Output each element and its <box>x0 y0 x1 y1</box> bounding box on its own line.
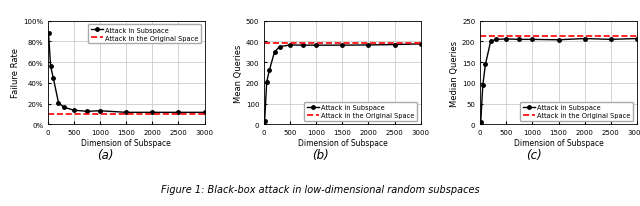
Attack in Subspace <box>312 45 320 47</box>
Line: Attack in Subspace: Attack in Subspace <box>263 43 422 123</box>
Legend: Attack in Subspace, Attack in the Original Space: Attack in Subspace, Attack in the Origin… <box>304 102 417 121</box>
Attack in Subspace <box>487 41 495 43</box>
X-axis label: Dimension of Subspace: Dimension of Subspace <box>298 138 387 147</box>
Line: Attack in Subspace: Attack in Subspace <box>479 38 639 124</box>
Attack in Subspace <box>201 112 209 114</box>
Attack in Subspace <box>300 45 307 47</box>
Attack in Subspace <box>365 44 372 47</box>
Attack in the Original Space <box>260 42 268 45</box>
Attack in Subspace <box>266 70 273 72</box>
Text: (c): (c) <box>527 148 542 161</box>
X-axis label: Dimension of Subspace: Dimension of Subspace <box>81 138 171 147</box>
Attack in Subspace <box>633 38 640 41</box>
Y-axis label: Median Queries: Median Queries <box>450 40 459 106</box>
Attack in Subspace <box>286 44 294 47</box>
Attack in Subspace <box>492 39 500 41</box>
Attack in Subspace <box>529 39 536 41</box>
Attack in Subspace <box>502 39 510 41</box>
Text: (b): (b) <box>312 148 328 161</box>
Attack in Subspace <box>45 33 52 35</box>
Attack in the Original Space <box>476 36 484 38</box>
Attack in Subspace <box>607 39 614 41</box>
Attack in the Original Space <box>260 42 268 45</box>
Attack in Subspace <box>47 66 54 68</box>
Attack in the Original Space <box>476 36 484 38</box>
Attack in Subspace <box>580 38 588 41</box>
Attack in Subspace <box>555 39 563 42</box>
Attack in Subspace <box>479 84 486 87</box>
Attack in the Original Space <box>44 113 52 116</box>
Attack in Subspace <box>97 110 104 112</box>
Attack in Subspace <box>83 110 91 113</box>
Legend: Attack in Subspace, Attack in the Original Space: Attack in Subspace, Attack in the Origin… <box>88 25 201 44</box>
Y-axis label: Mean Queries: Mean Queries <box>234 44 243 102</box>
Line: Attack in Subspace: Attack in Subspace <box>47 32 206 115</box>
Attack in Subspace <box>49 77 57 80</box>
X-axis label: Dimension of Subspace: Dimension of Subspace <box>514 138 604 147</box>
Attack in Subspace <box>481 64 489 66</box>
Attack in Subspace <box>515 39 523 41</box>
Attack in Subspace <box>148 112 156 114</box>
Attack in Subspace <box>391 44 399 47</box>
Attack in Subspace <box>276 46 284 49</box>
Attack in Subspace <box>54 102 62 104</box>
Attack in Subspace <box>260 120 268 123</box>
Attack in Subspace <box>477 121 484 124</box>
Attack in the Original Space <box>44 113 52 116</box>
Legend: Attack in Subspace, Attack in the Original Space: Attack in Subspace, Attack in the Origin… <box>520 102 634 121</box>
Attack in Subspace <box>339 45 346 47</box>
Attack in Subspace <box>271 51 278 54</box>
Attack in Subspace <box>122 112 130 114</box>
Attack in Subspace <box>263 81 271 84</box>
Attack in Subspace <box>175 112 182 114</box>
Y-axis label: Failure Rate: Failure Rate <box>12 48 20 98</box>
Text: (a): (a) <box>97 148 114 161</box>
Attack in Subspace <box>60 106 67 109</box>
Attack in Subspace <box>70 110 78 112</box>
Attack in Subspace <box>417 43 424 46</box>
Text: Figure 1: Black-box attack in low-dimensional random subspaces: Figure 1: Black-box attack in low-dimens… <box>161 184 479 194</box>
